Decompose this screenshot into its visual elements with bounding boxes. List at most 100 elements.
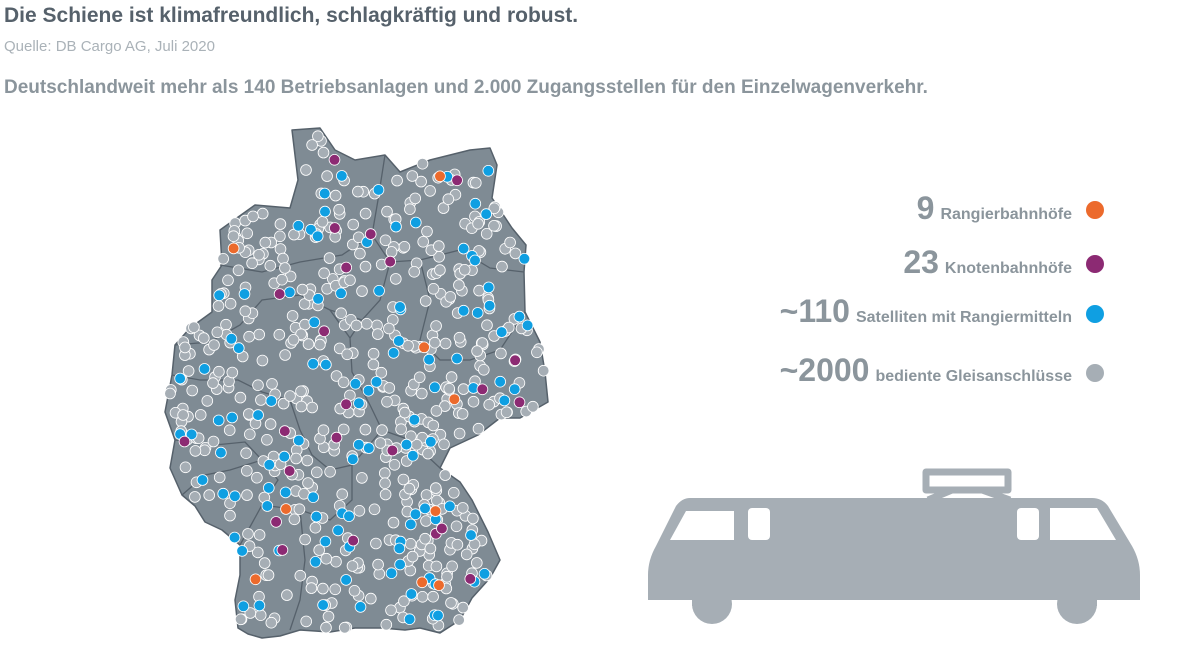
station-dot-grey bbox=[284, 390, 296, 402]
station-dot-grey bbox=[222, 274, 234, 287]
station-dot-blue bbox=[370, 376, 383, 388]
station-dot-blue bbox=[405, 588, 418, 600]
station-dot-blue bbox=[213, 289, 226, 302]
station-dot-grey bbox=[381, 205, 393, 218]
station-dot-grey bbox=[255, 394, 267, 406]
station-dot-grey bbox=[408, 265, 421, 278]
station-dot-grey bbox=[483, 398, 496, 411]
station-dot-grey bbox=[189, 491, 201, 503]
station-dot-blue bbox=[212, 414, 225, 427]
station-dot-grey bbox=[305, 582, 318, 594]
station-dot-grey bbox=[471, 345, 483, 357]
station-dot-grey bbox=[398, 595, 410, 607]
station-dot-grey bbox=[352, 185, 364, 198]
station-dot-purple bbox=[509, 354, 521, 367]
station-dot-grey bbox=[424, 185, 436, 197]
station-dot-orange bbox=[249, 573, 262, 586]
station-dot-grey bbox=[424, 542, 437, 555]
station-dot-grey bbox=[310, 466, 323, 479]
station-dot-grey bbox=[472, 422, 485, 435]
station-dot-purple bbox=[436, 522, 448, 535]
station-dot-grey bbox=[281, 589, 293, 601]
station-dot-grey bbox=[246, 257, 258, 270]
station-dot-grey bbox=[476, 337, 489, 349]
station-dot-grey bbox=[201, 395, 214, 407]
station-dot-grey bbox=[446, 560, 458, 573]
station-dot-grey bbox=[415, 175, 427, 188]
station-dot-blue bbox=[307, 491, 320, 504]
station-dot-grey bbox=[295, 385, 307, 398]
station-dot-blue bbox=[237, 600, 250, 613]
station-dot-blue bbox=[261, 500, 274, 512]
station-dot-blue bbox=[403, 613, 416, 625]
station-dot-grey bbox=[258, 557, 271, 569]
station-dot-grey bbox=[368, 503, 381, 516]
station-dot-blue bbox=[451, 352, 463, 365]
legend-dot-orange bbox=[1086, 201, 1104, 219]
station-dot-orange bbox=[433, 579, 445, 591]
station-dot-blue bbox=[372, 184, 385, 196]
station-dot-grey bbox=[262, 569, 275, 581]
station-dot-blue bbox=[174, 372, 186, 385]
station-dot-grey bbox=[312, 130, 324, 143]
station-dot-grey bbox=[380, 618, 393, 631]
station-dot-blue bbox=[482, 281, 495, 294]
station-dot-grey bbox=[298, 298, 311, 310]
station-dot-grey bbox=[439, 469, 452, 481]
station-dot-blue bbox=[407, 449, 419, 462]
station-dot-grey bbox=[241, 489, 253, 501]
station-dot-grey bbox=[509, 247, 522, 260]
station-dot-grey bbox=[379, 477, 391, 490]
legend-label: Knotenbahnhöfe bbox=[944, 260, 1072, 277]
station-dot-blue bbox=[513, 310, 526, 323]
station-dot-grey bbox=[207, 435, 220, 448]
station-dot-blue bbox=[225, 332, 238, 345]
station-dot-grey bbox=[413, 371, 426, 384]
station-dot-grey bbox=[385, 604, 397, 617]
station-dot-blue bbox=[283, 286, 296, 299]
station-dot-grey bbox=[286, 310, 299, 322]
station-dot-grey bbox=[398, 406, 411, 419]
station-dot-grey bbox=[322, 610, 335, 623]
station-dot-grey bbox=[360, 317, 373, 330]
station-dot-grey bbox=[239, 305, 252, 318]
station-dot-blue bbox=[394, 558, 406, 571]
station-dot-grey bbox=[296, 283, 309, 296]
station-dot-grey bbox=[234, 391, 247, 404]
station-dot-grey bbox=[404, 564, 417, 577]
station-dot-blue bbox=[390, 220, 402, 233]
station-dot-grey bbox=[293, 503, 306, 516]
station-dot-blue bbox=[349, 377, 362, 390]
station-dot-orange bbox=[416, 576, 428, 589]
station-dot-blue bbox=[409, 508, 422, 521]
station-dot-grey bbox=[223, 424, 236, 437]
station-dot-grey bbox=[447, 486, 460, 499]
legend-count: 23 bbox=[903, 244, 939, 280]
station-dot-grey bbox=[387, 516, 400, 529]
station-dot-grey bbox=[323, 252, 336, 264]
station-dot-grey bbox=[460, 548, 473, 561]
station-dot-grey bbox=[212, 300, 225, 312]
station-dot-grey bbox=[338, 621, 351, 634]
station-dot-grey bbox=[277, 397, 290, 410]
station-dot-grey bbox=[244, 428, 256, 441]
station-dot-grey bbox=[287, 333, 300, 346]
station-dot-grey bbox=[227, 230, 240, 243]
station-dot-grey bbox=[288, 513, 301, 526]
station-dot-purple bbox=[464, 573, 477, 585]
station-dot-grey bbox=[244, 607, 257, 619]
station-dot-grey bbox=[488, 220, 500, 232]
station-dot-grey bbox=[388, 458, 401, 471]
station-dot-grey bbox=[273, 328, 286, 341]
station-dot-grey bbox=[164, 387, 176, 400]
station-dot-grey bbox=[253, 529, 266, 541]
station-dot-grey bbox=[374, 437, 387, 449]
station-dot-grey bbox=[402, 339, 414, 352]
station-dot-grey bbox=[378, 467, 391, 479]
station-dot-blue bbox=[482, 165, 495, 177]
station-dot-blue bbox=[469, 197, 482, 210]
station-dot-grey bbox=[316, 216, 329, 228]
station-dot-orange bbox=[280, 503, 292, 515]
station-dot-grey bbox=[182, 365, 195, 377]
station-dot-purple bbox=[364, 228, 377, 240]
